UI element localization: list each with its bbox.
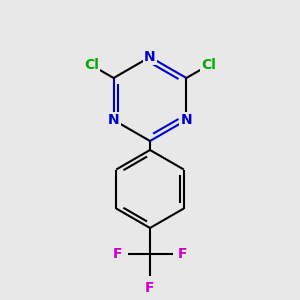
Text: Cl: Cl <box>84 58 99 72</box>
Text: N: N <box>144 50 156 64</box>
Text: N: N <box>108 113 119 127</box>
Text: N: N <box>181 113 192 127</box>
Text: F: F <box>145 281 155 296</box>
Text: F: F <box>178 247 188 260</box>
Text: F: F <box>112 247 122 260</box>
Text: Cl: Cl <box>201 58 216 72</box>
